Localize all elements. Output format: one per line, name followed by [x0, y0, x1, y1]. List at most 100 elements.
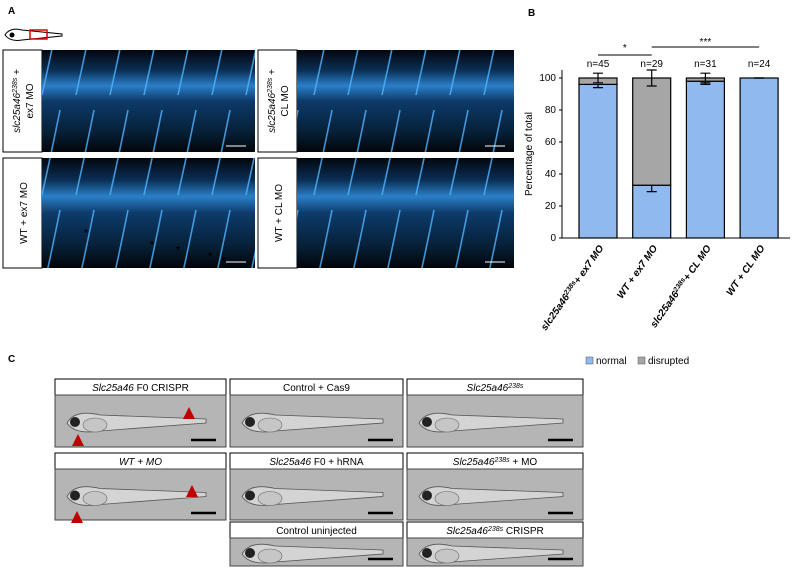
label-sup: 238s: [12, 77, 19, 94]
label: Control + Cas9: [283, 383, 350, 394]
n-label: n=24: [748, 59, 771, 70]
bar-segment: [685, 80, 726, 239]
error-bar: [700, 72, 711, 84]
y-tick-label: 100: [539, 73, 556, 84]
label-main: slc25a46: [12, 92, 23, 132]
fish-yolk: [434, 491, 460, 506]
legend-label: disrupted: [648, 356, 689, 367]
label: slc25a46238s+ ex7 MO: [539, 243, 607, 333]
error-bar: [646, 69, 657, 87]
label-rest: + ex7 MO: [572, 243, 606, 286]
label-box: [257, 49, 298, 153]
label-group: slc25a46238s +ex7 MO: [12, 69, 37, 133]
label-main: Slc25a46: [269, 457, 311, 468]
fish-eye: [70, 417, 80, 427]
label: Slc25a46 F0 CRISPR: [92, 383, 189, 394]
bar-segment: [578, 83, 618, 239]
fish-yolk: [434, 417, 460, 433]
n-label: n=31: [694, 59, 717, 70]
micrograph-vessels: [297, 158, 514, 268]
n-label: n=29: [640, 59, 663, 70]
legend-swatch: [585, 356, 594, 365]
label-main: WT + ex7 MO: [615, 243, 660, 301]
label: WT + MO: [119, 457, 162, 468]
asterisk: *: [84, 228, 88, 239]
fish-yolk: [257, 548, 283, 564]
fish-eye: [245, 490, 255, 501]
fish-yolk: [434, 548, 460, 564]
fish-yolk: [257, 417, 283, 433]
label-main: WT + MO: [119, 457, 162, 468]
y-tick-label: 60: [545, 137, 557, 148]
panel-letter: A: [8, 6, 15, 17]
asterisk: *: [208, 251, 212, 262]
label-line2: CL MO: [280, 85, 291, 117]
label-main: Slc25a46: [467, 383, 509, 394]
label-box: [2, 49, 43, 153]
fish-eye: [245, 548, 255, 558]
legend-label: normal: [596, 356, 627, 367]
y-tick-label: 40: [545, 169, 557, 180]
label: Slc25a46238s: [467, 383, 524, 395]
label-group: WT + CL MO: [274, 184, 285, 242]
label-main: slc25a46: [539, 292, 572, 333]
label: WT + CL MO: [725, 243, 768, 298]
label-line2: ex7 MO: [25, 83, 36, 118]
bar-segment: [632, 77, 672, 186]
error-bar: [593, 72, 603, 84]
label-main: Slc25a46: [453, 457, 495, 468]
label-rest: +: [267, 69, 278, 78]
label-main: slc25a46: [649, 289, 682, 330]
label-group: WT + ex7 MO: [19, 182, 30, 244]
micrograph-vessels: [42, 50, 255, 152]
label-rest: CRISPR: [503, 526, 544, 537]
label-main: Slc25a46: [446, 526, 488, 537]
panel-letter: B: [528, 8, 535, 19]
label: Slc25a46 F0 + hRNA: [269, 457, 364, 468]
label-rest: F0 + hRNA: [311, 457, 364, 468]
asterisk: *: [176, 245, 180, 256]
asterisk: *: [222, 256, 226, 267]
fish-yolk: [257, 491, 283, 506]
label-sup: 238s: [267, 77, 274, 94]
n-label: n=45: [587, 59, 610, 70]
label-sup: 238s: [494, 457, 511, 464]
arrowhead: [186, 485, 198, 497]
label-group: slc25a46238s +CL MO: [267, 69, 292, 133]
label: slc25a46238s+ CL MO: [648, 243, 714, 330]
label-main: Slc25a46: [92, 383, 134, 394]
label-main: WT + CL MO: [274, 184, 285, 242]
asterisk: *: [150, 240, 154, 251]
arrowhead: [71, 511, 83, 523]
label-text: Control uninjected: [276, 526, 357, 537]
label-main: WT + CL MO: [725, 243, 768, 298]
fish-eye: [422, 548, 432, 558]
label-main: slc25a46: [267, 92, 278, 132]
label: slc25a46238s +: [12, 69, 24, 133]
label: Control uninjected: [276, 526, 357, 537]
label-sup: 238s: [507, 383, 524, 390]
fish-yolk: [82, 491, 108, 506]
y-tick-label: 80: [545, 105, 557, 116]
label: WT + CL MO: [274, 184, 285, 242]
y-axis-label: Percentage of total: [524, 112, 535, 196]
label-sup: 238s: [487, 526, 504, 533]
label: Slc25a46238s + MO: [453, 457, 538, 469]
micrograph-vessels: [297, 50, 514, 152]
label: Slc25a46238s CRISPR: [446, 526, 543, 538]
bar-segment: [632, 184, 672, 239]
label-rest: +: [12, 69, 23, 78]
label-box: [2, 157, 43, 269]
label-main: WT + ex7 MO: [19, 182, 30, 244]
label: WT + ex7 MO: [615, 243, 660, 301]
micrograph-vessels: [42, 158, 255, 268]
sig-label: *: [623, 43, 627, 54]
fish-eye: [422, 417, 432, 427]
label-rest: F0 CRISPR: [134, 383, 189, 394]
fish-eye: [245, 417, 255, 427]
panel-letter: C: [8, 354, 15, 365]
fish-icon: [4, 28, 63, 41]
arrowhead: [72, 434, 84, 446]
legend-swatch: [637, 356, 646, 365]
